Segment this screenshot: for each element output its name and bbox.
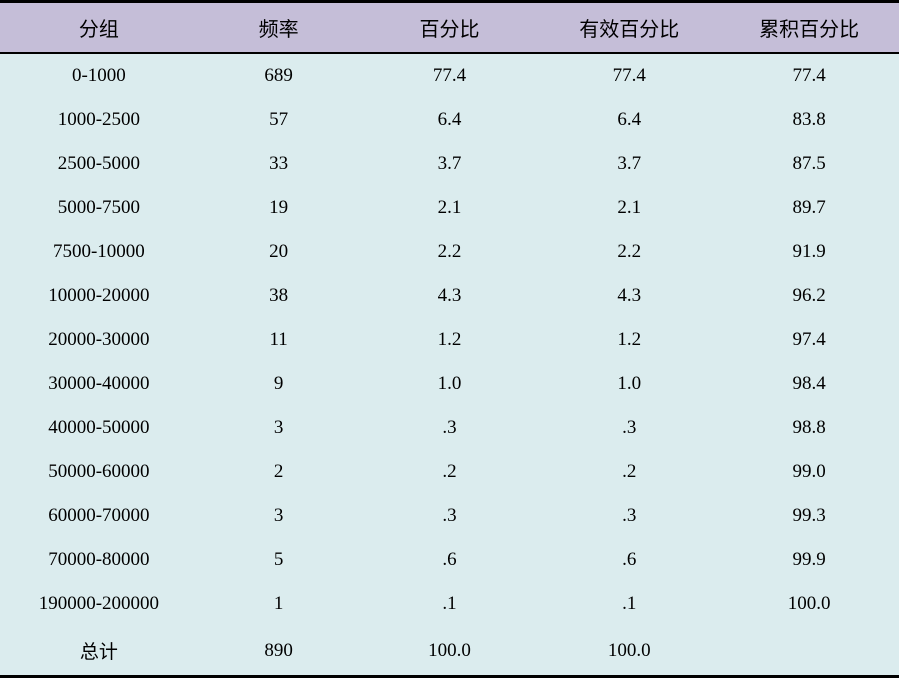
cell-cum: 98.8	[719, 406, 899, 450]
cell-freq: 3	[198, 406, 360, 450]
table-row: 30000-4000091.01.098.4	[0, 362, 899, 406]
col-header-pct: 百分比	[360, 2, 540, 54]
cell-cum: 89.7	[719, 186, 899, 230]
cell-cum: 83.8	[719, 98, 899, 142]
cell-valid: 100.0	[539, 626, 719, 677]
cell-freq: 20	[198, 230, 360, 274]
cell-valid: .3	[539, 406, 719, 450]
cell-freq: 9	[198, 362, 360, 406]
cell-cum: 97.4	[719, 318, 899, 362]
cell-valid: .1	[539, 582, 719, 626]
table-body: 0-100068977.477.477.41000-2500576.46.483…	[0, 53, 899, 677]
frequency-table-container: 分组 频率 百分比 有效百分比 累积百分比 0-100068977.477.47…	[0, 0, 899, 678]
cell-cum: 91.9	[719, 230, 899, 274]
cell-cum: 96.2	[719, 274, 899, 318]
table-row: 2500-5000333.73.787.5	[0, 142, 899, 186]
cell-group: 40000-50000	[0, 406, 198, 450]
cell-freq: 33	[198, 142, 360, 186]
cell-group: 0-1000	[0, 53, 198, 98]
col-header-group: 分组	[0, 2, 198, 54]
cell-freq: 57	[198, 98, 360, 142]
cell-cum: 87.5	[719, 142, 899, 186]
cell-valid: 6.4	[539, 98, 719, 142]
cell-group: 20000-30000	[0, 318, 198, 362]
table-row: 0-100068977.477.477.4	[0, 53, 899, 98]
cell-group: 1000-2500	[0, 98, 198, 142]
cell-cum	[719, 626, 899, 677]
table-row: 40000-500003.3.398.8	[0, 406, 899, 450]
table-header: 分组 频率 百分比 有效百分比 累积百分比	[0, 2, 899, 54]
table-header-row: 分组 频率 百分比 有效百分比 累积百分比	[0, 2, 899, 54]
table-row: 70000-800005.6.699.9	[0, 538, 899, 582]
frequency-table: 分组 频率 百分比 有效百分比 累积百分比 0-100068977.477.47…	[0, 0, 899, 678]
cell-pct: 2.2	[360, 230, 540, 274]
cell-group: 2500-5000	[0, 142, 198, 186]
cell-pct: .1	[360, 582, 540, 626]
col-header-freq: 频率	[198, 2, 360, 54]
cell-freq: 5	[198, 538, 360, 582]
cell-freq: 19	[198, 186, 360, 230]
cell-pct: 100.0	[360, 626, 540, 677]
cell-group: 60000-70000	[0, 494, 198, 538]
cell-freq: 890	[198, 626, 360, 677]
cell-pct: 77.4	[360, 53, 540, 98]
cell-freq: 3	[198, 494, 360, 538]
cell-pct: .3	[360, 494, 540, 538]
cell-freq: 38	[198, 274, 360, 318]
cell-valid: 4.3	[539, 274, 719, 318]
cell-pct: 4.3	[360, 274, 540, 318]
cell-group: 50000-60000	[0, 450, 198, 494]
cell-freq: 689	[198, 53, 360, 98]
cell-cum: 77.4	[719, 53, 899, 98]
cell-valid: 1.0	[539, 362, 719, 406]
cell-valid: 1.2	[539, 318, 719, 362]
cell-pct: 3.7	[360, 142, 540, 186]
cell-group: 5000-7500	[0, 186, 198, 230]
cell-freq: 11	[198, 318, 360, 362]
cell-group: 190000-200000	[0, 582, 198, 626]
cell-group: 70000-80000	[0, 538, 198, 582]
cell-valid: .6	[539, 538, 719, 582]
cell-valid: .2	[539, 450, 719, 494]
cell-valid: .3	[539, 494, 719, 538]
cell-pct: 1.2	[360, 318, 540, 362]
cell-valid: 2.2	[539, 230, 719, 274]
cell-pct: 6.4	[360, 98, 540, 142]
cell-valid: 77.4	[539, 53, 719, 98]
cell-group: 总计	[0, 626, 198, 677]
table-row: 1000-2500576.46.483.8	[0, 98, 899, 142]
table-row: 总计890100.0100.0	[0, 626, 899, 677]
table-row: 60000-700003.3.399.3	[0, 494, 899, 538]
cell-pct: 1.0	[360, 362, 540, 406]
table-row: 20000-30000111.21.297.4	[0, 318, 899, 362]
cell-pct: .2	[360, 450, 540, 494]
cell-group: 10000-20000	[0, 274, 198, 318]
table-row: 7500-10000202.22.291.9	[0, 230, 899, 274]
cell-valid: 2.1	[539, 186, 719, 230]
table-row: 5000-7500192.12.189.7	[0, 186, 899, 230]
cell-cum: 99.3	[719, 494, 899, 538]
table-row: 10000-20000384.34.396.2	[0, 274, 899, 318]
cell-freq: 1	[198, 582, 360, 626]
cell-group: 30000-40000	[0, 362, 198, 406]
col-header-valid: 有效百分比	[539, 2, 719, 54]
table-row: 50000-600002.2.299.0	[0, 450, 899, 494]
cell-valid: 3.7	[539, 142, 719, 186]
col-header-cum: 累积百分比	[719, 2, 899, 54]
cell-cum: 99.0	[719, 450, 899, 494]
cell-pct: .3	[360, 406, 540, 450]
cell-freq: 2	[198, 450, 360, 494]
cell-cum: 99.9	[719, 538, 899, 582]
cell-pct: 2.1	[360, 186, 540, 230]
cell-cum: 98.4	[719, 362, 899, 406]
cell-pct: .6	[360, 538, 540, 582]
cell-cum: 100.0	[719, 582, 899, 626]
table-row: 190000-2000001.1.1100.0	[0, 582, 899, 626]
cell-group: 7500-10000	[0, 230, 198, 274]
